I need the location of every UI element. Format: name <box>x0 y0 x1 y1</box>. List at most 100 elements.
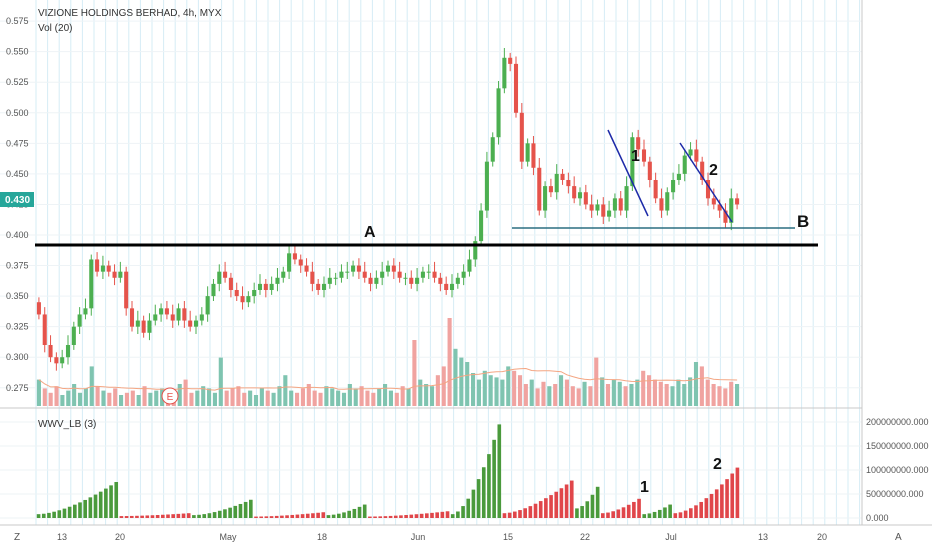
trendline-1[interactable] <box>607 129 649 217</box>
volume-bar <box>676 379 681 406</box>
price-tick-label: 0.400 <box>6 230 29 240</box>
candle-body <box>694 149 699 162</box>
time-tick-label: Jun <box>411 532 426 542</box>
volume-bar <box>400 386 405 406</box>
candle-body <box>554 173 559 193</box>
wwv-bar <box>67 506 72 518</box>
candle-body <box>385 265 391 272</box>
candle-body <box>490 137 495 162</box>
wwv-bar <box>538 501 543 518</box>
auto-scale-toggle[interactable]: A <box>895 532 902 543</box>
wwv-bar <box>621 507 626 518</box>
volume-bar <box>529 379 534 406</box>
volume-bar <box>494 377 499 406</box>
wwv-bar <box>626 504 631 518</box>
wwv-bar <box>689 508 693 518</box>
candle-body <box>444 283 449 290</box>
volume-bar <box>130 390 135 406</box>
volume-legend: Vol (20) <box>38 23 72 34</box>
candle-body <box>89 259 94 309</box>
candle-body <box>682 155 687 174</box>
wwv-bar <box>280 515 284 518</box>
wwv-bar <box>502 513 507 518</box>
volume-bar <box>271 392 276 406</box>
wwv-axis[interactable]: 200000000.000 150000000.000 100000000.000 5… <box>866 417 929 523</box>
wwv-bar <box>481 467 486 518</box>
wwv-bar <box>259 516 263 518</box>
candle-body <box>479 210 484 242</box>
volume-bar <box>523 384 528 406</box>
time-axis[interactable]: 13 20 May 18 Jun 15 22 Jul 13 20 <box>57 532 827 542</box>
wwv-bar <box>73 504 77 518</box>
candle-body <box>537 167 542 211</box>
volume-bar <box>594 357 599 406</box>
wwv-bar <box>435 512 439 518</box>
candle-body <box>711 198 716 205</box>
wwv-bar <box>47 512 51 518</box>
volume-bar <box>652 379 657 406</box>
volume-bar <box>576 388 581 406</box>
wwv-bar <box>135 515 139 518</box>
candle-body <box>228 277 233 290</box>
wwv-bar <box>383 516 388 518</box>
price-tick-label: 0.550 <box>6 47 29 57</box>
candle-body <box>263 283 268 290</box>
volume-bar <box>236 386 241 406</box>
candle-body <box>647 161 652 180</box>
candle-body <box>321 283 327 290</box>
wwv-tick-label: 100000000.000 <box>866 465 929 475</box>
wwv-bar <box>316 512 320 518</box>
wwv-bar <box>212 512 217 518</box>
candle-body <box>432 271 437 278</box>
candle-body <box>560 173 565 180</box>
volume-bar <box>77 392 83 406</box>
candle-body <box>217 271 222 284</box>
volume-bar <box>735 384 740 406</box>
wwv-bar <box>616 509 621 518</box>
volume-bar <box>60 395 65 406</box>
volume-bar <box>154 390 159 406</box>
volume-bar <box>72 384 77 406</box>
volume-bar <box>253 395 259 406</box>
volume-bar <box>559 375 564 406</box>
wwv-bar <box>114 482 119 518</box>
candle-body <box>351 265 356 272</box>
wwv-bar <box>342 512 346 518</box>
candle-body <box>362 271 367 278</box>
wwv-bar <box>88 497 93 518</box>
trendline-2[interactable] <box>679 142 733 223</box>
candle-body <box>292 253 297 260</box>
wwv-bar <box>373 516 377 518</box>
wwv-bar <box>166 514 170 518</box>
wwv-bar <box>357 506 362 518</box>
volume-bar <box>95 386 100 406</box>
volume-bar <box>383 384 388 406</box>
volume-bar <box>312 390 317 406</box>
wwv-label-1: 1 <box>640 479 649 496</box>
wwv-bar <box>378 516 383 518</box>
earnings-circle[interactable] <box>161 387 179 405</box>
volume-bar <box>48 392 53 406</box>
wwv-bar <box>425 513 429 518</box>
candle-body <box>397 271 402 278</box>
earnings-marker[interactable]: E <box>161 387 179 405</box>
zoom-corner-left[interactable]: Z <box>14 532 20 543</box>
candle-body <box>170 314 175 321</box>
candle-body <box>287 253 292 272</box>
volume-bar <box>248 390 253 406</box>
candle-body <box>566 180 571 187</box>
candle-body <box>641 149 647 162</box>
wwv-bar <box>243 501 248 518</box>
volume-bar <box>635 379 640 406</box>
wwv-bar <box>668 504 672 518</box>
wwv-bar <box>585 501 590 518</box>
wwv-bar <box>523 508 527 518</box>
wwv-bar <box>673 513 678 518</box>
candle-body <box>316 283 321 290</box>
volume-bar <box>699 366 704 406</box>
volume-bar <box>447 318 452 406</box>
time-tick-label: 13 <box>758 532 768 542</box>
candle-body <box>327 277 332 284</box>
